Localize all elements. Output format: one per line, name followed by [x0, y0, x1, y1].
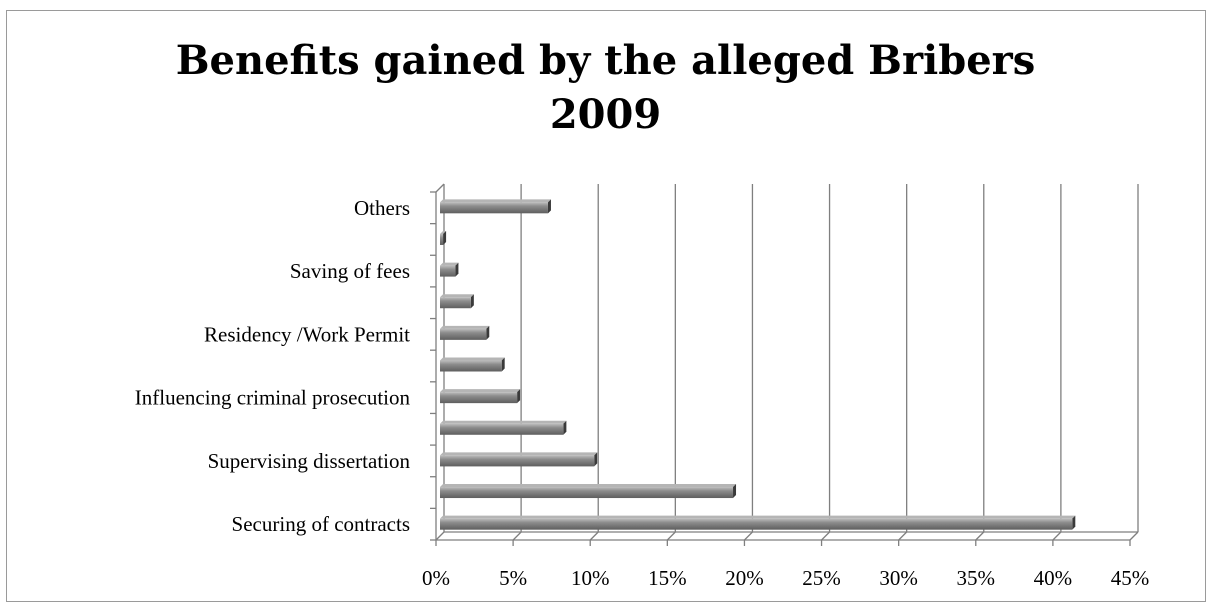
bar-front-face: [440, 202, 548, 214]
bar: [440, 484, 737, 499]
bar-top-face: [440, 262, 459, 266]
category-label: Supervising dissertation: [208, 449, 411, 473]
x-tick-label: 35%: [957, 566, 996, 590]
bar-end-face: [1072, 515, 1076, 530]
bar-end-face: [547, 199, 551, 214]
x-tick-label: 45%: [1111, 566, 1150, 590]
bar-top-face: [440, 199, 551, 203]
bar-front-face: [440, 328, 487, 340]
bar-end-face: [517, 389, 521, 404]
bar: [440, 262, 459, 277]
bar: [440, 515, 1076, 530]
bar-end-face: [455, 262, 459, 277]
bar: [440, 325, 490, 340]
bar-end-face: [501, 357, 505, 372]
gridline-floor: [743, 531, 753, 541]
gridline-floor: [512, 531, 522, 541]
gridline-floor: [1129, 531, 1139, 541]
bar-front-face: [440, 487, 734, 499]
x-tick-label: 5%: [499, 566, 527, 590]
bar-front-face: [440, 233, 444, 245]
x-tick-labels: 0% 5% 10% 15% 20% 25% 30% 35% 40% 45%: [422, 566, 1149, 590]
bar: [440, 357, 505, 372]
bar-top-face: [440, 515, 1076, 519]
bar-front-face: [440, 297, 471, 309]
gridline-floor: [666, 531, 676, 541]
bar-end-face: [470, 294, 474, 309]
bar: [440, 230, 447, 245]
bar-top-face: [440, 452, 598, 456]
category-label: Others: [354, 196, 410, 220]
bar-end-face: [486, 325, 490, 340]
bar-top-face: [440, 230, 447, 234]
side-wall-top: [435, 183, 445, 193]
category-labels: Securing of contracts Supervising dissert…: [135, 196, 411, 536]
x-tick-label: 10%: [571, 566, 610, 590]
bar-top-face: [440, 325, 490, 329]
x-tick-label: 20%: [725, 566, 764, 590]
bar: [440, 452, 598, 467]
bar-top-face: [440, 484, 737, 488]
category-label: Influencing criminal prosecution: [135, 386, 411, 410]
bar: [440, 294, 474, 309]
gridlines: [435, 184, 1139, 541]
gridline-floor: [1052, 531, 1062, 541]
chart-title-line-1: Benefits gained by the alleged Bribers: [175, 37, 1036, 84]
bar-end-face: [443, 230, 447, 245]
x-tick-label: 25%: [802, 566, 841, 590]
category-label: Residency /Work Permit: [204, 322, 410, 346]
gridline-floor: [435, 531, 445, 541]
bar-front-face: [440, 392, 518, 404]
category-label: Saving of fees: [290, 259, 410, 283]
bar-front-face: [440, 423, 564, 435]
gridline-floor: [821, 531, 831, 541]
chart-title-line-2: 2009: [549, 91, 662, 138]
bar-top-face: [440, 294, 474, 298]
bar: [440, 389, 521, 404]
gridline-floor: [589, 531, 599, 541]
x-tick-label: 40%: [1034, 566, 1073, 590]
bar-front-face: [440, 360, 502, 372]
bar-front-face: [440, 518, 1073, 530]
x-tick-label: 30%: [879, 566, 918, 590]
x-tick-label: 0%: [422, 566, 450, 590]
chart-title: Benefits gained by the alleged Bribers 2…: [0, 34, 1211, 142]
bar: [440, 420, 567, 435]
chart-frame: [6, 10, 1206, 602]
gridline-floor: [898, 531, 908, 541]
bar-top-face: [440, 389, 521, 393]
bar-front-face: [440, 455, 595, 467]
category-label: Securing of contracts: [232, 512, 410, 536]
bar: [440, 199, 551, 214]
x-tick-label: 15%: [648, 566, 687, 590]
bars: [440, 199, 1076, 530]
bar-top-face: [440, 357, 505, 361]
bar-top-face: [440, 420, 567, 424]
bar-end-face: [733, 484, 737, 499]
bar-end-face: [563, 420, 567, 435]
gridline-floor: [975, 531, 985, 541]
bar-end-face: [594, 452, 598, 467]
bar-front-face: [440, 265, 456, 277]
